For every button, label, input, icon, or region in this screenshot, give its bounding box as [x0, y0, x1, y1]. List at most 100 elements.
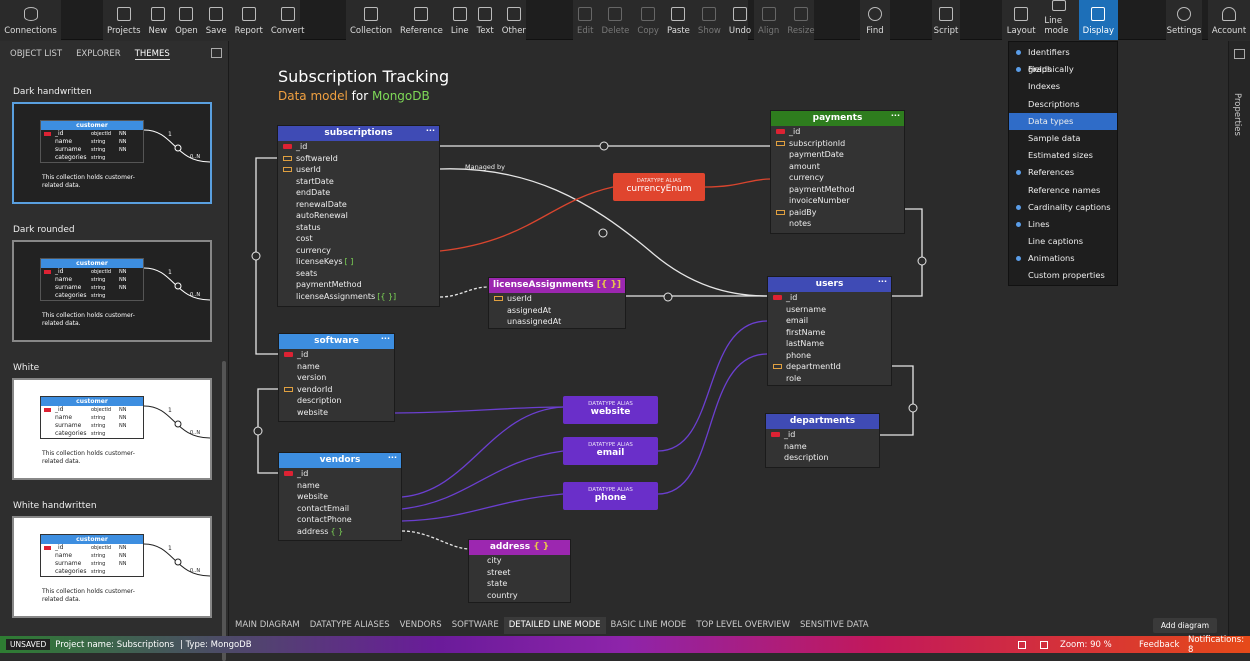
entity-header[interactable]: address { }: [469, 540, 570, 555]
delete-button[interactable]: Delete: [597, 0, 633, 40]
field-row[interactable]: autoRenewal: [278, 210, 439, 222]
properties-toggle-icon[interactable]: [1234, 49, 1245, 59]
entity-header[interactable]: licenseAssignments [{ }]: [489, 278, 625, 293]
display-option-line-captions[interactable]: Line captions: [1028, 236, 1084, 247]
field-row[interactable]: name: [279, 480, 401, 492]
feedback-link[interactable]: Feedback: [1139, 639, 1180, 650]
entity-menu-icon[interactable]: ···: [425, 126, 435, 135]
display-option-references[interactable]: References: [1009, 164, 1117, 181]
field-row[interactable]: currency: [771, 172, 904, 184]
field-row[interactable]: website: [279, 491, 401, 503]
tab-basic-line-mode[interactable]: BASIC LINE MODE: [610, 620, 687, 630]
field-row[interactable]: paymentDate: [771, 149, 904, 161]
field-row[interactable]: username: [768, 304, 891, 316]
entity-subscriptions[interactable]: subscriptions ··· _id softwareId userId sta…: [277, 125, 440, 307]
notifications-count[interactable]: Notifications: 8: [1188, 634, 1245, 655]
tab-explorer[interactable]: EXPLORER: [76, 49, 121, 59]
display-option-sample-data[interactable]: Sample data: [1028, 132, 1081, 143]
display-option-identifiers-graphically[interactable]: Identifiers graphically: [1009, 44, 1117, 74]
display-option-animations[interactable]: Animations: [1009, 250, 1117, 267]
field-row[interactable]: phone: [768, 350, 891, 362]
convert-button[interactable]: Convert: [267, 0, 309, 40]
field-row[interactable]: currency: [278, 245, 439, 257]
show-button[interactable]: Show: [694, 0, 725, 40]
field-row[interactable]: website: [279, 407, 394, 419]
display-option-descriptions[interactable]: Descriptions: [1028, 98, 1080, 109]
properties-tab[interactable]: Properties: [1232, 93, 1242, 136]
field-row[interactable]: subscriptionId: [771, 138, 904, 150]
field-row[interactable]: status: [278, 222, 439, 234]
alias-currency-enum[interactable]: DATATYPE ALIAS currencyEnum: [613, 173, 705, 201]
field-row[interactable]: description: [279, 395, 394, 407]
entity-header[interactable]: users ···: [768, 277, 891, 292]
field-row[interactable]: cost: [278, 233, 439, 245]
alias-email[interactable]: DATATYPE ALIAS email: [563, 437, 658, 465]
field-row[interactable]: paymentMethod: [278, 279, 439, 291]
field-row[interactable]: _id: [279, 349, 394, 361]
field-row[interactable]: _id: [766, 429, 879, 441]
tab-software[interactable]: SOFTWARE: [451, 620, 499, 630]
field-row[interactable]: email: [768, 315, 891, 327]
theme-thumbnail[interactable]: customer _id objectId NN name string NN surname…: [12, 102, 212, 204]
tab-main-diagram[interactable]: MAIN DIAGRAM: [235, 620, 300, 630]
edit-button[interactable]: Edit: [573, 0, 597, 40]
field-row[interactable]: city: [469, 555, 570, 567]
field-row[interactable]: seats: [278, 268, 439, 280]
alias-website[interactable]: DATATYPE ALIAS website: [563, 396, 658, 424]
left-panel-scrollbar[interactable]: [222, 361, 226, 661]
copy-button[interactable]: Copy: [633, 0, 663, 40]
entity-software[interactable]: software ··· _id name version vendorId descr…: [278, 333, 395, 422]
fullscreen-icon[interactable]: [1040, 640, 1048, 649]
display-option-lines[interactable]: Lines: [1009, 216, 1117, 233]
resize-button[interactable]: Resize: [783, 0, 818, 40]
field-row[interactable]: notes: [771, 218, 904, 230]
theme-thumbnail[interactable]: customer _id objectId NN name string NN surname…: [12, 378, 212, 480]
tab-datatype-aliases[interactable]: DATATYPE ALIASES: [309, 620, 390, 630]
panel-toggle-icon[interactable]: [211, 48, 222, 58]
field-row[interactable]: _id: [771, 126, 904, 138]
tab-object-list[interactable]: OBJECT LIST: [10, 49, 63, 59]
field-row[interactable]: unassignedAt: [489, 316, 625, 328]
display-button[interactable]: Display: [1078, 0, 1118, 40]
connections-button[interactable]: Connections: [0, 0, 61, 40]
entity-header[interactable]: payments ···: [771, 111, 904, 126]
field-row[interactable]: role: [768, 373, 891, 385]
add-diagram-button[interactable]: Add diagram: [1152, 618, 1217, 633]
field-row[interactable]: _id: [768, 292, 891, 304]
field-row[interactable]: address{ }: [279, 526, 401, 538]
align-button[interactable]: Align: [754, 0, 783, 40]
theme-thumbnail[interactable]: customer _id objectId NN name string NN surname…: [12, 516, 212, 618]
projects-button[interactable]: Projects: [103, 0, 145, 40]
entity-users[interactable]: users ··· _id username email firstName lastN…: [767, 276, 892, 386]
field-row[interactable]: renewalDate: [278, 199, 439, 211]
field-row[interactable]: paidBy: [771, 207, 904, 219]
display-option-reference-names[interactable]: Reference names: [1028, 184, 1101, 195]
field-row[interactable]: paymentMethod: [771, 184, 904, 196]
field-row[interactable]: version: [279, 372, 394, 384]
display-option-cardinality-captions[interactable]: Cardinality captions: [1009, 199, 1117, 216]
entity-header[interactable]: software ···: [279, 334, 394, 349]
display-option-estimated-sizes[interactable]: Estimated sizes: [1028, 150, 1093, 161]
entity-vendors[interactable]: vendors ··· _id name website contactEmail co…: [278, 452, 402, 541]
entity-payments[interactable]: payments ··· _id subscriptionId paymentDat…: [770, 110, 905, 234]
text-button[interactable]: Text: [473, 0, 498, 40]
entity-departments[interactable]: departments _id name description: [765, 413, 880, 468]
entity-header[interactable]: departments: [766, 414, 879, 429]
field-row[interactable]: licenseKeys[ ]: [278, 256, 439, 268]
field-row[interactable]: state: [469, 578, 570, 590]
paste-button[interactable]: Paste: [663, 0, 694, 40]
field-row[interactable]: contactEmail: [279, 503, 401, 515]
entity-license-assignments[interactable]: licenseAssignments [{ }] userId assignedA…: [488, 277, 626, 329]
field-row[interactable]: departmentId: [768, 361, 891, 373]
open-button[interactable]: Open: [171, 0, 202, 40]
undo-button[interactable]: Undo: [725, 0, 755, 40]
tab-sensitive-data[interactable]: SENSITIVE DATA: [800, 620, 869, 630]
field-row[interactable]: name: [279, 361, 394, 373]
field-row[interactable]: startDate: [278, 176, 439, 188]
tab-detailed-line-mode[interactable]: DETAILED LINE MODE: [503, 617, 606, 634]
zoom-level[interactable]: Zoom: 90 %: [1060, 639, 1112, 650]
layout-button[interactable]: Layout: [1002, 0, 1040, 40]
tab-themes[interactable]: THEMES: [134, 48, 170, 60]
field-row[interactable]: amount: [771, 161, 904, 173]
field-row[interactable]: description: [766, 452, 879, 464]
